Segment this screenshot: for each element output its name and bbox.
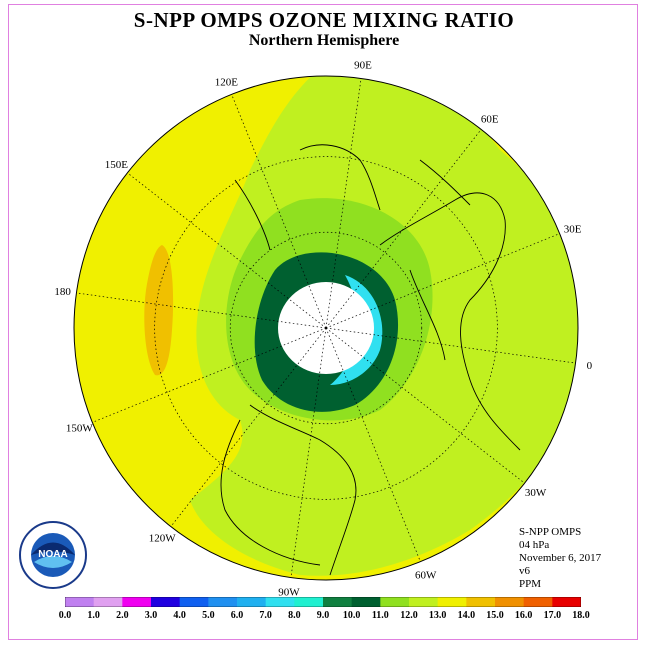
colorbar-tick-label: 8.0: [288, 610, 301, 621]
colorbar-tick-label: 6.0: [230, 610, 244, 621]
longitude-label: 120W: [149, 533, 177, 545]
colorbar-swatch: [552, 597, 581, 607]
coastline-4: [234, 179, 271, 251]
colorbar-tick-label: 12.0: [400, 610, 418, 621]
longitude-label: 150E: [105, 159, 129, 171]
longitude-label: 30W: [525, 487, 547, 499]
colorbar-swatch: [380, 597, 410, 607]
colorbar-tick-label: 4.0: [173, 610, 186, 621]
colorbar-tick-label: 11.0: [371, 610, 389, 621]
longitude-label: 120E: [215, 76, 239, 88]
colorbar-tick-label: 16.0: [514, 610, 533, 621]
colorbar: [65, 597, 581, 607]
colorbar-swatch: [294, 597, 324, 607]
colorbar-tick-label: 7.0: [259, 610, 272, 621]
noaa-logo-icon: NOAA: [19, 521, 87, 589]
colorbar-tick-label: 9.0: [316, 610, 330, 621]
colorbar-swatch: [351, 597, 381, 607]
colorbar-swatch: [323, 597, 353, 607]
colorbar-swatch: [495, 597, 525, 607]
longitude-label: 90W: [278, 586, 300, 598]
colorbar-swatch: [93, 597, 123, 607]
coastline-2: [379, 192, 521, 451]
coastline-1: [220, 419, 321, 566]
colorbar-tick-label: 15.0: [486, 610, 504, 621]
colorbar-swatch: [265, 597, 295, 607]
colorbar-tick-label: 18.0: [572, 610, 590, 621]
info-date: November 6, 2017: [519, 552, 602, 564]
ozone-band-7-8: [330, 275, 383, 385]
colorbar-tick-label: 5.0: [202, 610, 215, 621]
colorbar-swatch: [523, 597, 553, 607]
colorbar-tick-label: 2.0: [116, 610, 129, 621]
logo-text: NOAA: [38, 549, 67, 560]
coastline-3: [409, 269, 446, 361]
hemisphere-outline: [73, 75, 579, 581]
colorbar-swatch: [208, 597, 238, 607]
colorbar-swatch: [122, 597, 152, 607]
longitude-label: 0: [587, 360, 593, 372]
longitude-label: 60W: [415, 570, 437, 582]
colorbar-tick-label: 3.0: [144, 610, 158, 621]
chart-title: S-NPP OMPS OZONE MIXING RATIO: [133, 8, 515, 32]
longitude-label: 90E: [354, 60, 372, 72]
colorbar-swatch: [466, 597, 496, 607]
colorbar-swatch: [409, 597, 439, 607]
info-level: 04 hPa: [519, 539, 550, 551]
colorbar-swatch: [65, 597, 95, 607]
colorbar-tick-label: 1.0: [87, 610, 100, 621]
figure-frame: [8, 4, 638, 640]
longitude-label: 150W: [66, 423, 94, 435]
colorbar-tick-label: 10.0: [342, 610, 361, 621]
longitude-label: 30E: [564, 223, 582, 235]
longitude-label: 60E: [481, 113, 499, 125]
chart-subtitle: Northern Hemisphere: [248, 32, 400, 49]
colorbar-tick-label: 14.0: [457, 610, 476, 621]
colorbar-swatch: [237, 597, 267, 607]
parallel-0: [229, 231, 423, 425]
colorbar-swatch: [179, 597, 209, 607]
colorbar-swatch: [437, 597, 467, 607]
colorbar-tick-label: 17.0: [543, 610, 562, 621]
colorbar-tick-label: 13.0: [428, 610, 447, 621]
info-version: v6: [519, 565, 530, 577]
longitude-label: 180: [54, 286, 71, 298]
info-units: PPM: [519, 578, 542, 590]
coastline-6: [419, 159, 471, 206]
colorbar-swatch: [151, 597, 181, 607]
info-instrument: S-NPP OMPS: [519, 526, 582, 538]
ozone-band-13-14: [144, 245, 174, 376]
coastline-0: [249, 404, 357, 576]
parallel-1: [154, 156, 498, 500]
colorbar-tick-label: 0.0: [58, 610, 72, 621]
